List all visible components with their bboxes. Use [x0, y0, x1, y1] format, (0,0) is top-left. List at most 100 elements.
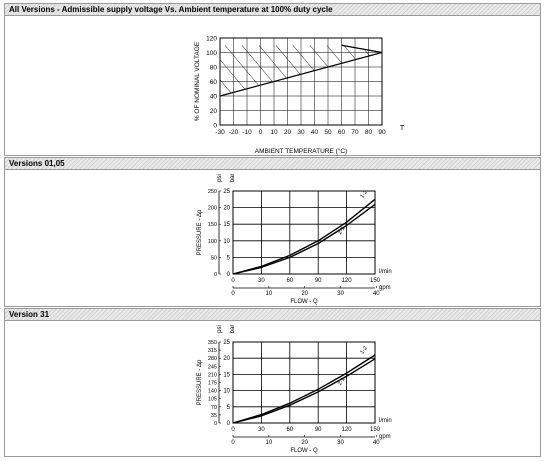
x-tick-label: 90 — [378, 129, 386, 136]
y-axis-label: % OF NOMINAL VOLTAGE — [194, 41, 201, 121]
section-header-supply-voltage: All Versions - Admissible supply voltage… — [4, 3, 541, 16]
psi-tick-label: 200 — [208, 206, 217, 212]
lmin-tick-label: 30 — [258, 427, 265, 433]
bar-tick-label: 5 — [227, 405, 231, 411]
psi-tick-label: 0 — [214, 421, 217, 427]
psi-tick-label: 210 — [208, 372, 217, 378]
bar-tick-label: 10 — [223, 239, 230, 245]
psi-tick-label: 50 — [211, 255, 217, 261]
lmin-tick-label: 60 — [286, 427, 293, 433]
series-curve-1 — [232, 203, 376, 275]
bar-tick-label: 25 — [223, 189, 230, 195]
y-axis-label: PRESSURE - Δp — [197, 359, 203, 405]
lmin-unit-label: l/min — [379, 269, 392, 275]
section-title: Version 31 — [9, 310, 50, 319]
gpm-unit-label: gpm — [379, 434, 391, 440]
psi-tick-label: 245 — [208, 364, 217, 370]
x-unit-label: T — [400, 125, 405, 132]
gpm-tick-label: 10 — [265, 291, 272, 297]
y-tick-label: 0 — [213, 123, 217, 130]
series-line-0 — [219, 51, 383, 97]
series-label: 1-2 — [359, 345, 368, 355]
x-axis-label: AMBIENT TEMPERATURE (°C) — [255, 147, 348, 155]
hatched-region — [220, 45, 382, 96]
psi-tick-label: 100 — [208, 239, 217, 245]
x-tick-label: 50 — [324, 129, 332, 136]
series-curve-0 — [232, 198, 376, 275]
gpm-unit-label: gpm — [379, 285, 391, 291]
series-line-1 — [341, 44, 383, 54]
x-tick-label: 10 — [270, 129, 278, 136]
psi-unit-label: psi — [217, 174, 223, 182]
x-tick-label: 40 — [311, 129, 319, 136]
lmin-unit-label: l/min — [379, 418, 392, 424]
x-tick-label: 20 — [284, 129, 292, 136]
series-label: 2-1 — [337, 226, 346, 236]
psi-tick-label: 150 — [208, 222, 217, 228]
psi-tick-label: 105 — [208, 397, 217, 403]
y-tick-label: 80 — [210, 65, 218, 72]
lmin-tick-label: 150 — [370, 278, 381, 284]
psi-tick-label: 70 — [211, 405, 217, 411]
section-header-version-31: Version 31 — [4, 308, 541, 321]
x-tick-label: 70 — [351, 129, 359, 136]
psi-tick-label: 140 — [208, 389, 217, 395]
x-tick-label: 80 — [365, 129, 373, 136]
section-header-versions-01-05: Versions 01,05 — [4, 157, 541, 170]
psi-tick-label: 175 — [208, 381, 217, 387]
x-axis-label: FLOW - Q — [290, 299, 318, 305]
panel-frame — [4, 16, 541, 156]
psi-tick-label: 350 — [208, 340, 217, 346]
bar-unit-label: bar — [230, 325, 236, 334]
gpm-tick-label: 40 — [373, 291, 380, 297]
series-curve-1 — [232, 358, 376, 424]
y-tick-label: 100 — [206, 50, 217, 57]
x-tick-label: 60 — [338, 129, 346, 136]
bar-tick-label: 25 — [223, 340, 230, 346]
x-tick-label: 30 — [297, 129, 305, 136]
psi-tick-label: 0 — [214, 272, 217, 278]
bar-tick-label: 0 — [227, 272, 231, 278]
gpm-tick-label: 0 — [231, 291, 235, 297]
psi-tick-label: 315 — [208, 348, 217, 354]
plot-frame — [232, 190, 376, 275]
panel-frame — [4, 321, 541, 457]
bar-tick-label: 15 — [223, 222, 230, 228]
x-tick-label: 0 — [259, 129, 263, 136]
panel-frame — [4, 170, 541, 307]
series-label: 1-2 — [359, 190, 368, 200]
x-tick-label: -20 — [229, 129, 239, 136]
gpm-tick-label: 30 — [337, 291, 344, 297]
series-curve-0 — [232, 354, 376, 424]
lmin-tick-label: 60 — [286, 278, 293, 284]
x-axis-label: FLOW - Q — [290, 448, 318, 454]
section-title: All Versions - Admissible supply voltage… — [9, 5, 333, 14]
x-tick-label: -30 — [215, 129, 225, 136]
lmin-tick-label: 150 — [370, 427, 381, 433]
y-tick-label: 120 — [206, 36, 217, 43]
bar-tick-label: 20 — [223, 206, 230, 212]
lmin-tick-label: 30 — [258, 278, 265, 284]
bar-tick-label: 5 — [227, 255, 231, 261]
bar-tick-label: 0 — [227, 421, 231, 427]
lmin-tick-label: 0 — [231, 278, 235, 284]
gpm-tick-label: 20 — [301, 440, 308, 446]
series-label: 2-1 — [337, 377, 346, 387]
gpm-tick-label: 30 — [337, 440, 344, 446]
bar-tick-label: 10 — [223, 389, 230, 395]
psi-tick-label: 250 — [208, 189, 217, 195]
plot-frame — [219, 37, 383, 126]
gpm-tick-label: 0 — [231, 440, 235, 446]
lmin-tick-label: 0 — [231, 427, 235, 433]
y-tick-label: 20 — [210, 108, 218, 115]
gpm-tick-label: 10 — [265, 440, 272, 446]
lmin-tick-label: 120 — [342, 427, 353, 433]
psi-unit-label: psi — [217, 325, 223, 333]
psi-tick-label: 35 — [211, 413, 217, 419]
y-tick-label: 60 — [210, 79, 218, 86]
section-title: Versions 01,05 — [9, 159, 65, 168]
bar-tick-label: 20 — [223, 356, 230, 362]
y-tick-label: 40 — [210, 94, 218, 101]
gpm-tick-label: 20 — [301, 291, 308, 297]
bar-tick-label: 15 — [223, 372, 230, 378]
